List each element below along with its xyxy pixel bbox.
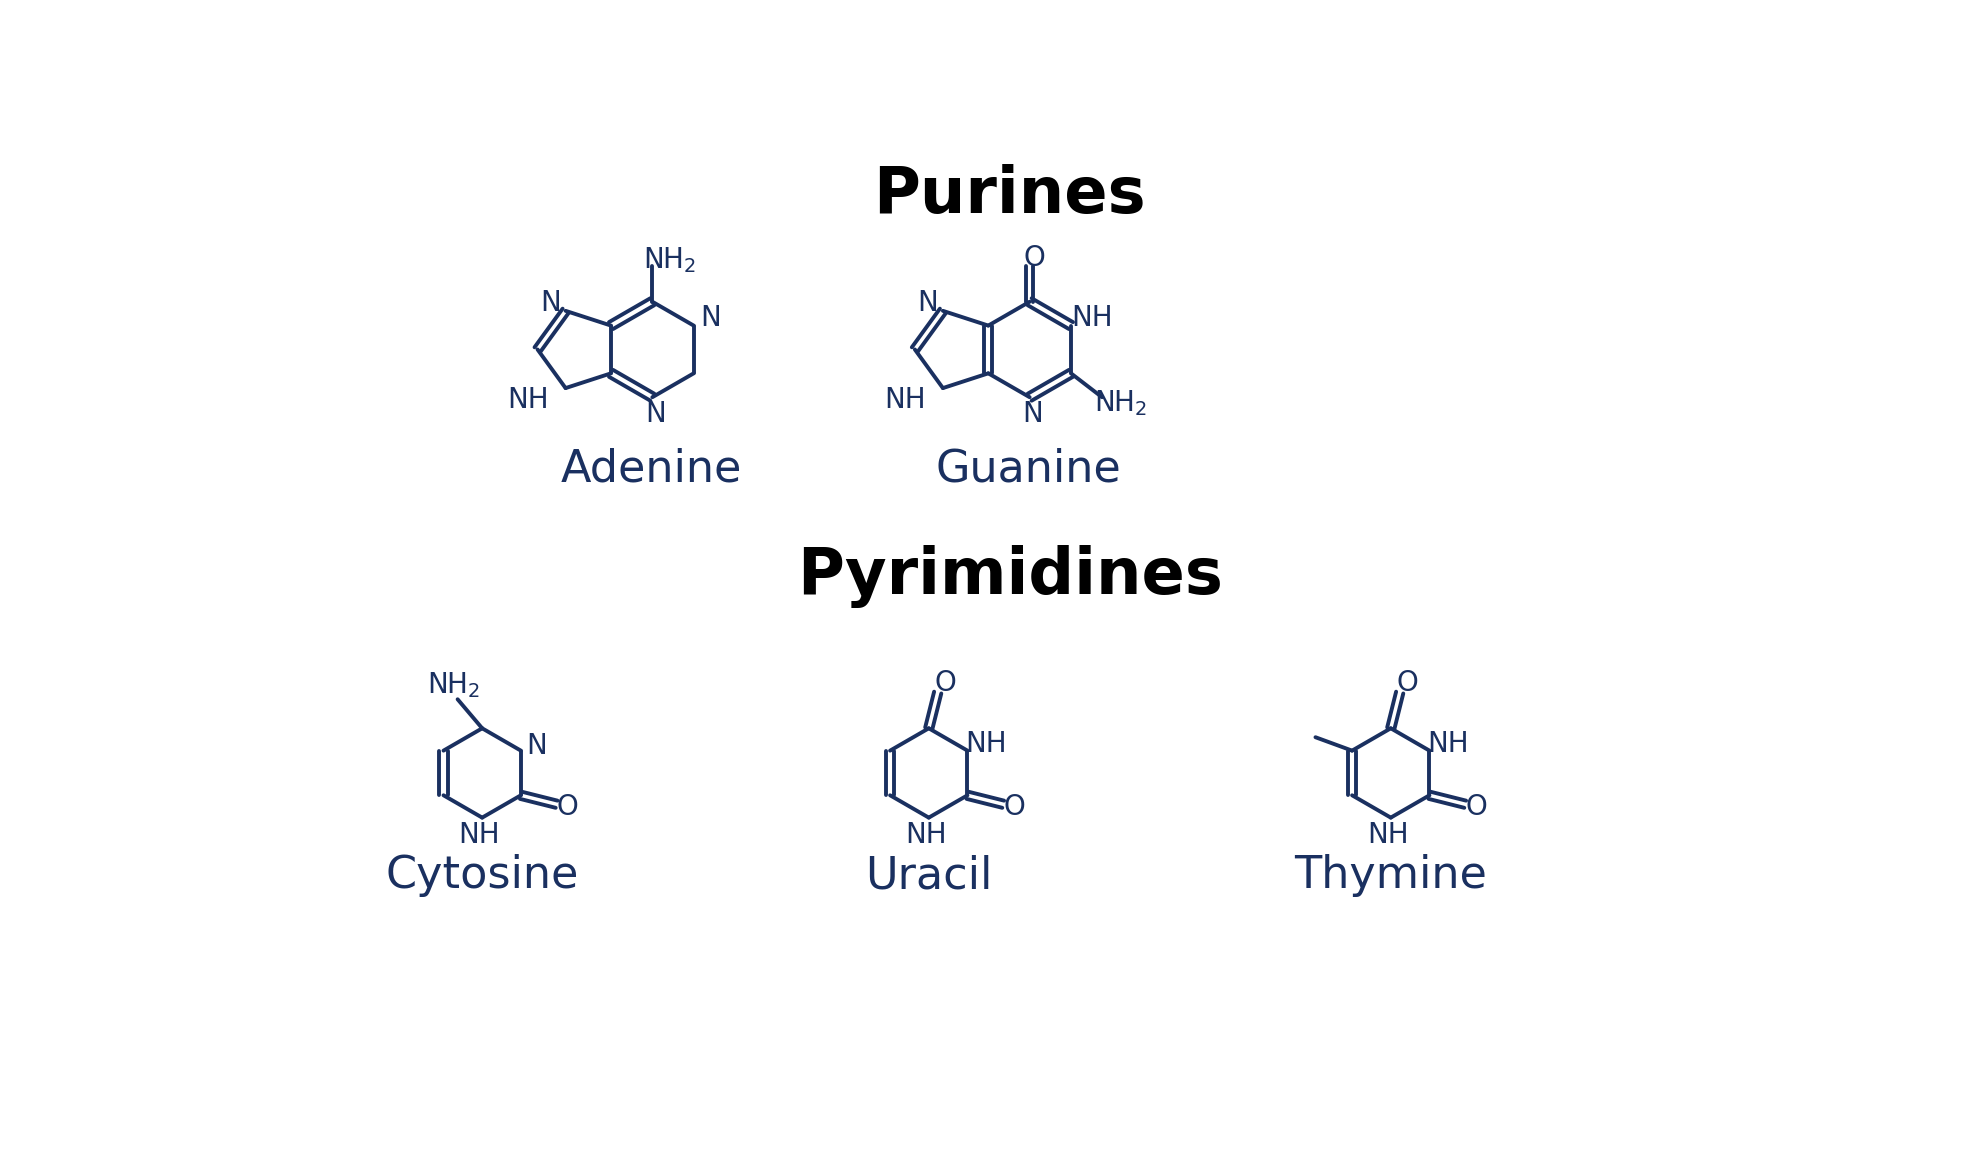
Text: Thymine: Thymine (1294, 854, 1487, 897)
Text: NH: NH (1367, 820, 1409, 848)
Text: O: O (934, 669, 955, 697)
Text: NH: NH (904, 820, 946, 848)
Text: N: N (918, 290, 938, 317)
Text: O: O (1397, 669, 1418, 697)
Text: NH$_2$: NH$_2$ (427, 670, 481, 700)
Text: Purines: Purines (873, 165, 1147, 226)
Text: N: N (540, 290, 561, 317)
Text: N: N (644, 400, 666, 428)
Text: Pyrimidines: Pyrimidines (796, 545, 1223, 608)
Text: NH$_2$: NH$_2$ (1093, 389, 1147, 418)
Text: N: N (1022, 400, 1042, 428)
Text: NH$_2$: NH$_2$ (642, 245, 695, 275)
Text: NH: NH (965, 730, 1007, 758)
Text: N: N (526, 732, 546, 760)
Text: Adenine: Adenine (561, 448, 743, 490)
Text: Cytosine: Cytosine (386, 854, 579, 897)
Text: Uracil: Uracil (865, 854, 993, 897)
Text: NH: NH (459, 820, 500, 848)
Text: NH: NH (506, 387, 550, 414)
Text: O: O (1466, 793, 1487, 822)
Text: NH: NH (1426, 730, 1470, 758)
Text: Guanine: Guanine (936, 448, 1121, 490)
Text: NH: NH (1072, 304, 1113, 332)
Text: O: O (1003, 793, 1024, 822)
Text: O: O (1022, 245, 1046, 272)
Text: O: O (556, 793, 579, 822)
Text: NH: NH (885, 387, 926, 414)
Text: N: N (699, 304, 721, 332)
